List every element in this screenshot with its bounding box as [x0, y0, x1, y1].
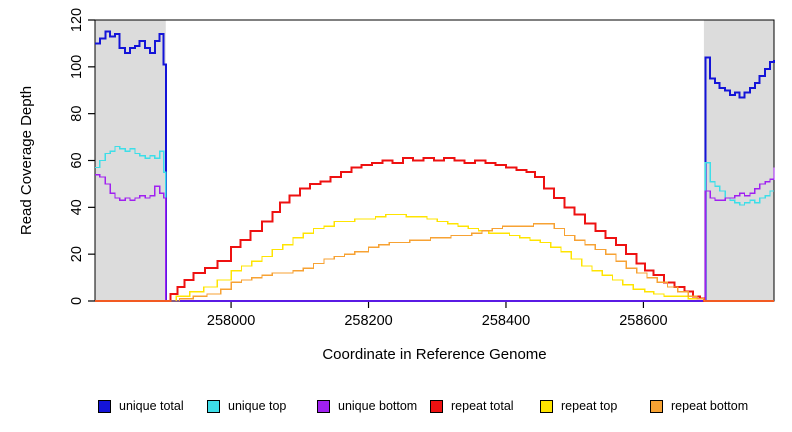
- y-tick-label: 100: [69, 55, 85, 79]
- series-line-unique-bottom: [95, 167, 775, 302]
- y-tick-label: 0: [69, 297, 85, 305]
- series-line-repeat-total: [95, 157, 774, 302]
- x-tick-label: 258000: [207, 313, 255, 329]
- x-axis-title: Coordinate in Reference Genome: [322, 346, 547, 363]
- x-tick-label: 258400: [482, 313, 530, 329]
- series-line-unique-total: [95, 30, 775, 302]
- series-line-repeat-bottom: [95, 223, 774, 302]
- series-line-repeat-top: [95, 213, 774, 302]
- y-tick-label: 120: [69, 8, 85, 32]
- y-tick-label: 40: [69, 199, 85, 215]
- series-line-unique-top: [95, 145, 774, 302]
- shaded-region: [703, 20, 774, 301]
- y-axis-title: Read Coverage Depth: [18, 85, 35, 236]
- x-tick-label: 258600: [619, 313, 667, 329]
- x-tick-label: 258200: [344, 313, 392, 329]
- y-tick-label: 80: [69, 106, 85, 122]
- y-tick-label: 60: [69, 152, 85, 168]
- shaded-region: [95, 20, 166, 301]
- y-tick-label: 20: [69, 246, 85, 262]
